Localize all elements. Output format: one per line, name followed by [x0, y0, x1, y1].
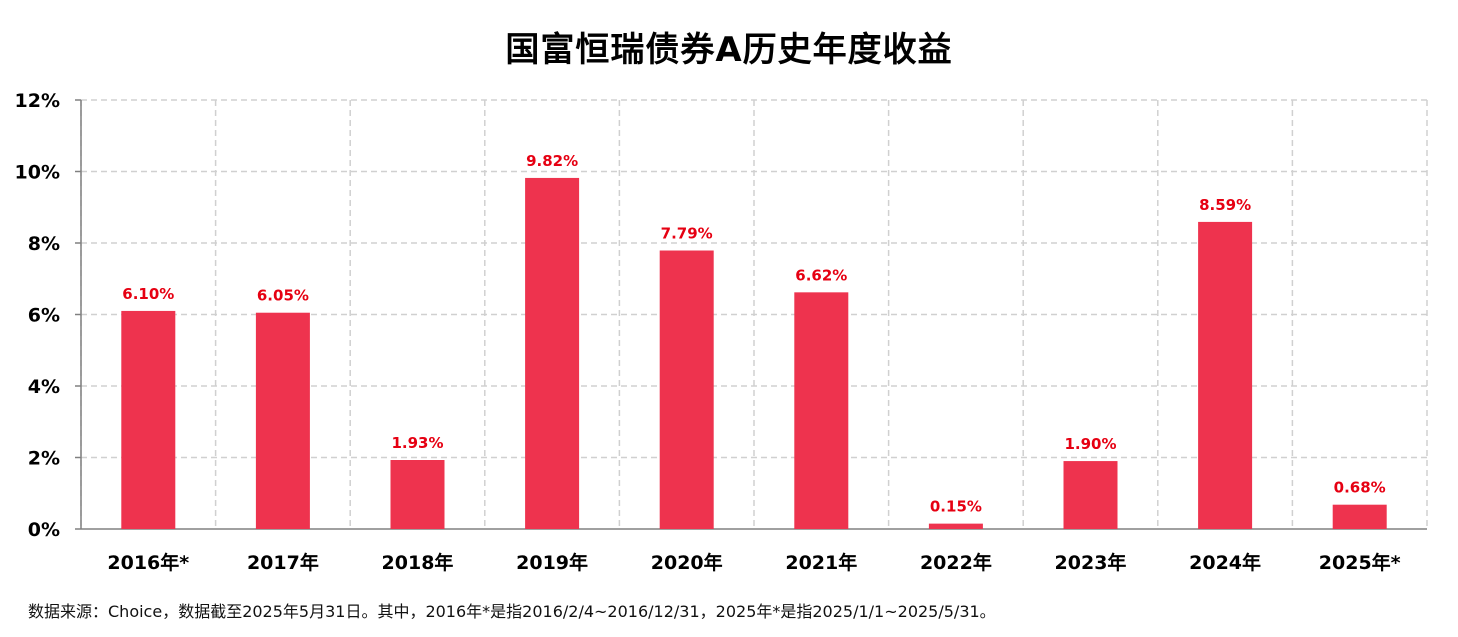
y-tick-label: 4%: [28, 376, 60, 398]
data-label: 6.10%: [122, 285, 174, 303]
bar: [121, 310, 176, 529]
data-label: 1.90%: [1064, 435, 1116, 453]
x-tick-label: 2023年: [1055, 551, 1127, 574]
data-label: 9.82%: [526, 152, 578, 170]
x-tick-label: 2022年: [920, 551, 992, 574]
data-label: 0.15%: [930, 498, 982, 516]
bar: [794, 292, 849, 529]
y-tick-label: 10%: [15, 162, 60, 184]
y-tick-label: 0%: [28, 519, 60, 541]
bar: [659, 250, 714, 529]
tick-labels: 0% 2% 4% 6% 8% 10% 12% 2016年* 2017年 2018年 2019年 202…: [15, 90, 1401, 574]
x-tick-label: 2017年: [247, 551, 319, 574]
x-tick-label: 2021年: [785, 551, 857, 574]
x-tick-label: 2016年*: [107, 551, 189, 574]
x-tick-label: 2024年: [1189, 551, 1261, 574]
data-label: 6.62%: [795, 266, 847, 284]
bar: [1332, 504, 1387, 529]
data-label: 6.05%: [257, 287, 309, 305]
x-tick-label: 2019年: [516, 551, 588, 574]
data-label: 7.79%: [661, 225, 713, 243]
data-labels: 6.10% 6.05% 1.93% 9.82% 7.79% 6.62% 0.15% 1.90%…: [122, 152, 1385, 516]
bar: [1198, 221, 1253, 529]
chart-title: 国富恒瑞债券A历史年度收益: [505, 30, 953, 70]
y-tick-label: 12%: [15, 90, 60, 112]
bar: [525, 177, 580, 529]
y-tick-label: 2%: [28, 448, 60, 470]
data-label: 8.59%: [1199, 196, 1251, 214]
data-label: 1.93%: [391, 434, 443, 452]
bar: [390, 460, 445, 529]
bar: [928, 523, 983, 529]
bars: [121, 177, 1387, 529]
y-tick-label: 8%: [28, 233, 60, 255]
x-tick-label: 2020年: [651, 551, 723, 574]
source-footnote: 数据来源：Choice，数据截至2025年5月31日。其中，2016年*是指20…: [28, 602, 996, 621]
x-tick-label: 2018年: [382, 551, 454, 574]
y-tick-label: 6%: [28, 305, 60, 327]
x-tick-label: 2025年*: [1319, 551, 1401, 574]
data-label: 0.68%: [1334, 479, 1386, 497]
bar: [255, 312, 310, 529]
bar: [1063, 461, 1118, 529]
